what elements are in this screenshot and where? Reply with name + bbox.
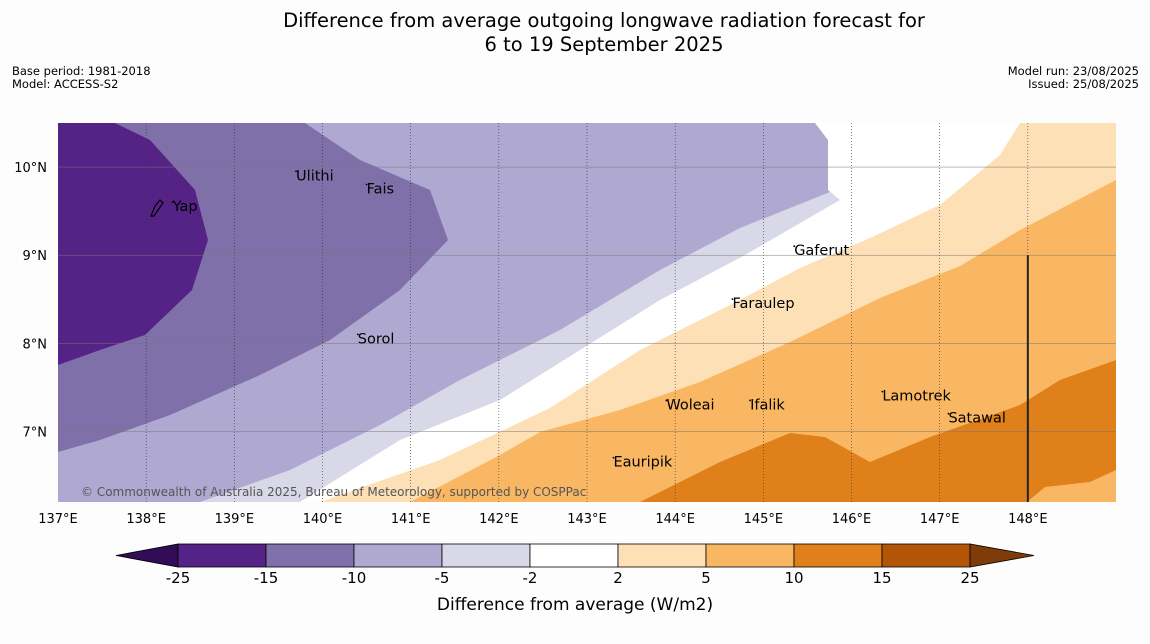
contour-band-10 <box>640 360 1116 502</box>
contour-band-minus25 <box>58 123 208 365</box>
copyright-credit: © Commonwealth of Australia 2025, Bureau… <box>81 485 586 499</box>
lon-tick-label: 138°E <box>126 512 166 527</box>
colorbar-tick-label: 5 <box>701 569 711 587</box>
colorbar-tick-label: -15 <box>254 569 279 587</box>
contour-band-5 <box>410 180 1116 502</box>
lon-tick-label: 147°E <box>920 512 960 527</box>
island-marker <box>171 201 174 204</box>
colorbar-tick-label: 10 <box>784 569 803 587</box>
lon-tick-label: 137°E <box>38 512 78 527</box>
place-label: Woleai <box>666 397 714 413</box>
colorbar-swatch <box>881 543 971 568</box>
model-run-text: Model run: 23/08/2025 <box>1007 64 1139 78</box>
lat-tick-label: 7°N <box>23 425 48 440</box>
chart-title: Difference from average outgoing longwav… <box>0 9 1150 57</box>
place-label: Gaferut <box>794 243 849 259</box>
place-label: Lamotrek <box>882 389 951 405</box>
place-label: Faraulep <box>732 296 794 312</box>
island-marker <box>612 456 615 459</box>
island-marker <box>731 298 734 300</box>
island-marker <box>749 399 752 402</box>
colorbar-tick-label: -2 <box>523 569 538 587</box>
lon-tick-label: 140°E <box>303 512 343 527</box>
island-marker <box>793 245 796 248</box>
colorbar-extend-low <box>115 543 179 568</box>
lon-tick-label: 146°E <box>832 512 872 527</box>
colorbar-tick-label: -25 <box>166 569 191 587</box>
place-label: Eauripik <box>613 455 672 471</box>
colorbar-tick-label: 25 <box>960 569 979 587</box>
map-overlay: Yap Ulithi Fais Sorol Gaferut Faraulep Woleai I… <box>14 123 1116 527</box>
colorbar: -25 -15 -10 -5 -2 2 5 10 15 25 <box>115 543 1035 587</box>
colorbar-tick-label: 2 <box>613 569 623 587</box>
colorbar-tick-label: 15 <box>872 569 891 587</box>
lon-tick-label: 145°E <box>744 512 784 527</box>
place-label: Satawal <box>948 411 1005 427</box>
island-marker <box>365 183 368 186</box>
place-label: Ulithi <box>296 168 334 184</box>
island-marker <box>947 412 950 415</box>
island-marker <box>881 390 884 393</box>
meta-left: Base period: 1981-2018 Model: ACCESS-S2 <box>12 65 151 91</box>
island-marker <box>356 333 359 336</box>
colorbar-swatch <box>617 543 707 568</box>
title-line-1: Difference from average outgoing longwav… <box>283 9 925 32</box>
colorbar-swatch <box>353 543 443 568</box>
model-text: Model: ACCESS-S2 <box>12 77 119 91</box>
lat-tick-label: 8°N <box>23 337 48 352</box>
lat-tick-label: 9°N <box>23 249 48 264</box>
lon-tick-label: 139°E <box>215 512 255 527</box>
colorbar-swatch <box>705 543 795 568</box>
place-label: Sorol <box>358 331 395 347</box>
colorbar-tick-label: -10 <box>342 569 367 587</box>
issued-text: Issued: 25/08/2025 <box>1028 77 1139 91</box>
place-label: Fais <box>367 182 394 198</box>
lon-tick-label: 148°E <box>1008 512 1048 527</box>
lon-tick-label: 141°E <box>391 512 431 527</box>
place-label: Yap <box>172 199 198 215</box>
colorbar-tick-label: -5 <box>435 569 450 587</box>
lon-tick-label: 142°E <box>479 512 519 527</box>
colorbar-title: Difference from average (W/m2) <box>437 595 713 615</box>
colorbar-swatch <box>529 543 619 568</box>
lon-tick-label: 144°E <box>655 512 695 527</box>
colorbar-swatch <box>265 543 355 568</box>
yap-island-shape <box>150 199 164 217</box>
island-marker <box>665 399 668 402</box>
island-marker <box>295 170 297 173</box>
lon-tick-label: 143°E <box>567 512 607 527</box>
colorbar-extend-high <box>969 543 1035 568</box>
lat-tick-label: 10°N <box>14 161 47 176</box>
base-period-text: Base period: 1981-2018 <box>12 64 151 78</box>
meta-right: Model run: 23/08/2025 Issued: 25/08/2025 <box>1008 65 1139 91</box>
place-label: Ifalik <box>750 397 785 413</box>
colorbar-swatch <box>441 543 531 568</box>
colorbar-swatch <box>177 543 267 568</box>
title-line-2: 6 to 19 September 2025 <box>484 33 724 56</box>
colorbar-swatch <box>793 543 883 568</box>
